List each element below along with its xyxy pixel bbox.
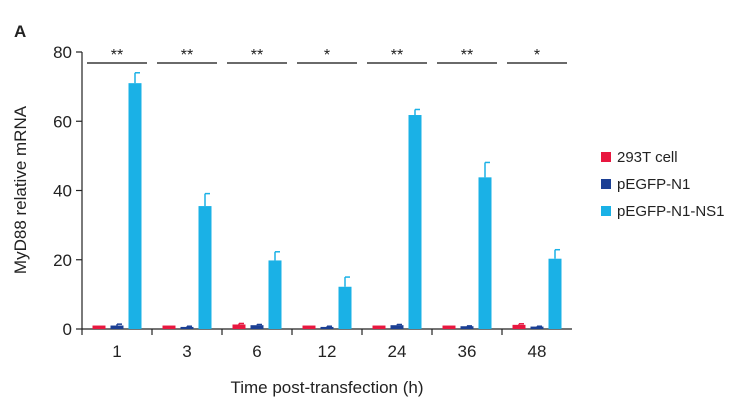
bar xyxy=(268,260,282,329)
x-axis-title: Time post-transfection (h) xyxy=(230,378,423,397)
x-tick-label: 24 xyxy=(388,342,407,361)
y-axis-title: MyD88 relative mRNA xyxy=(11,105,30,274)
bar xyxy=(442,325,456,329)
x-tick-label: 12 xyxy=(318,342,337,361)
legend-label: 293T cell xyxy=(617,149,678,166)
bar xyxy=(408,115,422,329)
bar xyxy=(250,325,264,329)
legend: 293T cell pEGFP-N1 pEGFP-N1-NS1 xyxy=(601,149,725,220)
bar xyxy=(548,258,562,329)
bar xyxy=(512,324,526,329)
legend-swatch xyxy=(601,206,611,216)
bar xyxy=(180,326,194,329)
legend-label: pEGFP-N1-NS1 xyxy=(617,203,725,220)
bar xyxy=(198,206,212,329)
x-tick-label: 6 xyxy=(252,342,261,361)
y-tick-label: 80 xyxy=(53,43,72,62)
bar xyxy=(128,83,142,329)
bar xyxy=(390,325,404,329)
legend-swatch xyxy=(601,179,611,189)
bar xyxy=(92,325,106,329)
bar xyxy=(110,325,124,329)
x-tick-label: 3 xyxy=(182,342,191,361)
bars xyxy=(92,72,562,329)
significance-label: ** xyxy=(251,47,263,64)
bar xyxy=(372,325,386,329)
bar xyxy=(302,325,316,329)
y-tick-label: 40 xyxy=(53,182,72,201)
bar xyxy=(162,325,176,329)
bar xyxy=(338,286,352,329)
legend-swatch xyxy=(601,152,611,162)
bar xyxy=(232,324,246,329)
significance-markers: ** ** ** * ** ** * xyxy=(87,47,567,64)
significance-label: * xyxy=(534,47,540,64)
x-tick-label: 48 xyxy=(528,342,547,361)
y-tick-label: 0 xyxy=(63,320,72,339)
significance-label: * xyxy=(324,47,330,64)
y-tick-label: 60 xyxy=(53,112,72,131)
bar xyxy=(530,326,544,329)
y-tick-label: 20 xyxy=(53,251,72,270)
x-tick-label: 36 xyxy=(458,342,477,361)
bar xyxy=(320,326,334,329)
significance-label: ** xyxy=(111,47,123,64)
significance-label: ** xyxy=(461,47,473,64)
significance-label: ** xyxy=(391,47,403,64)
bar xyxy=(460,326,474,329)
panel-label: A xyxy=(14,22,26,41)
legend-label: pEGFP-N1 xyxy=(617,176,690,193)
bar xyxy=(478,177,492,329)
x-tick-label: 1 xyxy=(112,342,121,361)
significance-label: ** xyxy=(181,47,193,64)
